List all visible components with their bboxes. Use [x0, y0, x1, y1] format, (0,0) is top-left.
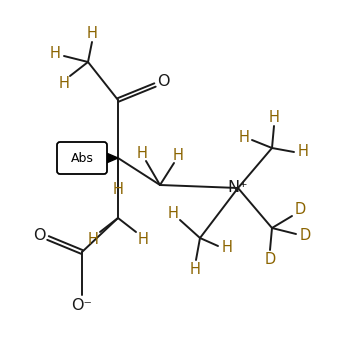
Text: H: H	[88, 232, 99, 247]
Text: H: H	[297, 145, 308, 160]
Text: O: O	[33, 227, 45, 242]
Polygon shape	[104, 152, 118, 164]
Text: D: D	[264, 252, 276, 267]
Text: H: H	[269, 110, 279, 125]
Text: H: H	[138, 232, 148, 247]
Text: O⁻: O⁻	[71, 298, 92, 313]
Text: H: H	[87, 27, 97, 42]
Text: H: H	[190, 262, 200, 277]
Text: Abs: Abs	[70, 151, 93, 164]
Text: H: H	[222, 240, 232, 255]
Text: H: H	[173, 148, 183, 163]
Text: H: H	[113, 181, 123, 196]
Text: H: H	[239, 131, 249, 146]
Text: D: D	[294, 203, 306, 218]
Text: H: H	[136, 146, 147, 161]
Text: H: H	[168, 207, 178, 222]
Text: O: O	[157, 74, 169, 89]
Text: H: H	[49, 46, 60, 61]
Text: N⁺: N⁺	[228, 180, 248, 195]
FancyBboxPatch shape	[57, 142, 107, 174]
Text: H: H	[58, 76, 69, 91]
Text: D: D	[299, 228, 310, 243]
